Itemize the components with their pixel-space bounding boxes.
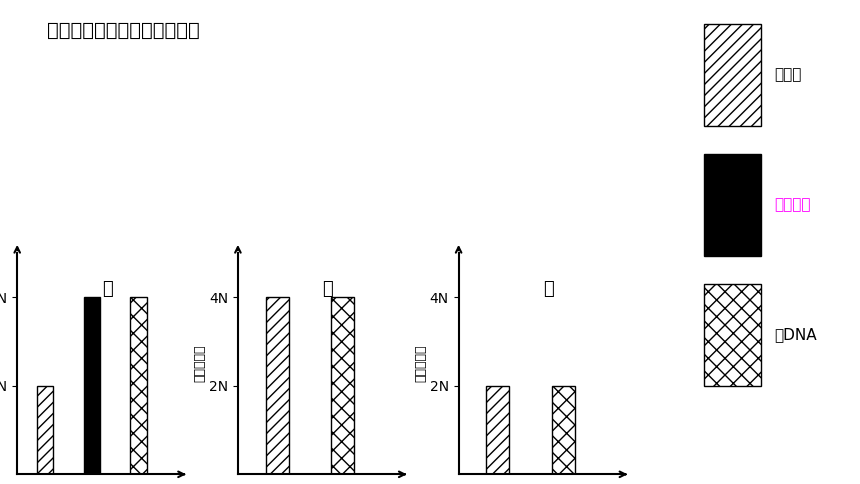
Y-axis label: 数量（个）: 数量（个）	[194, 345, 206, 382]
Bar	[703, 24, 761, 126]
Bar	[131, 297, 147, 474]
Bar	[83, 297, 100, 474]
Bar	[266, 297, 289, 474]
Text: 丙: 丙	[544, 280, 554, 298]
Bar	[703, 284, 761, 386]
Text: 根据柱状图判断有丝分裂时期: 根据柱状图判断有丝分裂时期	[47, 21, 200, 40]
Bar	[552, 386, 574, 474]
Text: 乙: 乙	[322, 280, 333, 298]
Text: 染色体: 染色体	[774, 67, 802, 82]
Text: 染色单体: 染色单体	[774, 197, 811, 212]
Bar	[331, 297, 354, 474]
Y-axis label: 数量（个）: 数量（个）	[414, 345, 427, 382]
Text: 甲: 甲	[101, 280, 113, 298]
Bar	[487, 386, 509, 474]
Bar	[37, 386, 53, 474]
Bar	[703, 154, 761, 256]
Text: 核DNA: 核DNA	[774, 328, 817, 342]
